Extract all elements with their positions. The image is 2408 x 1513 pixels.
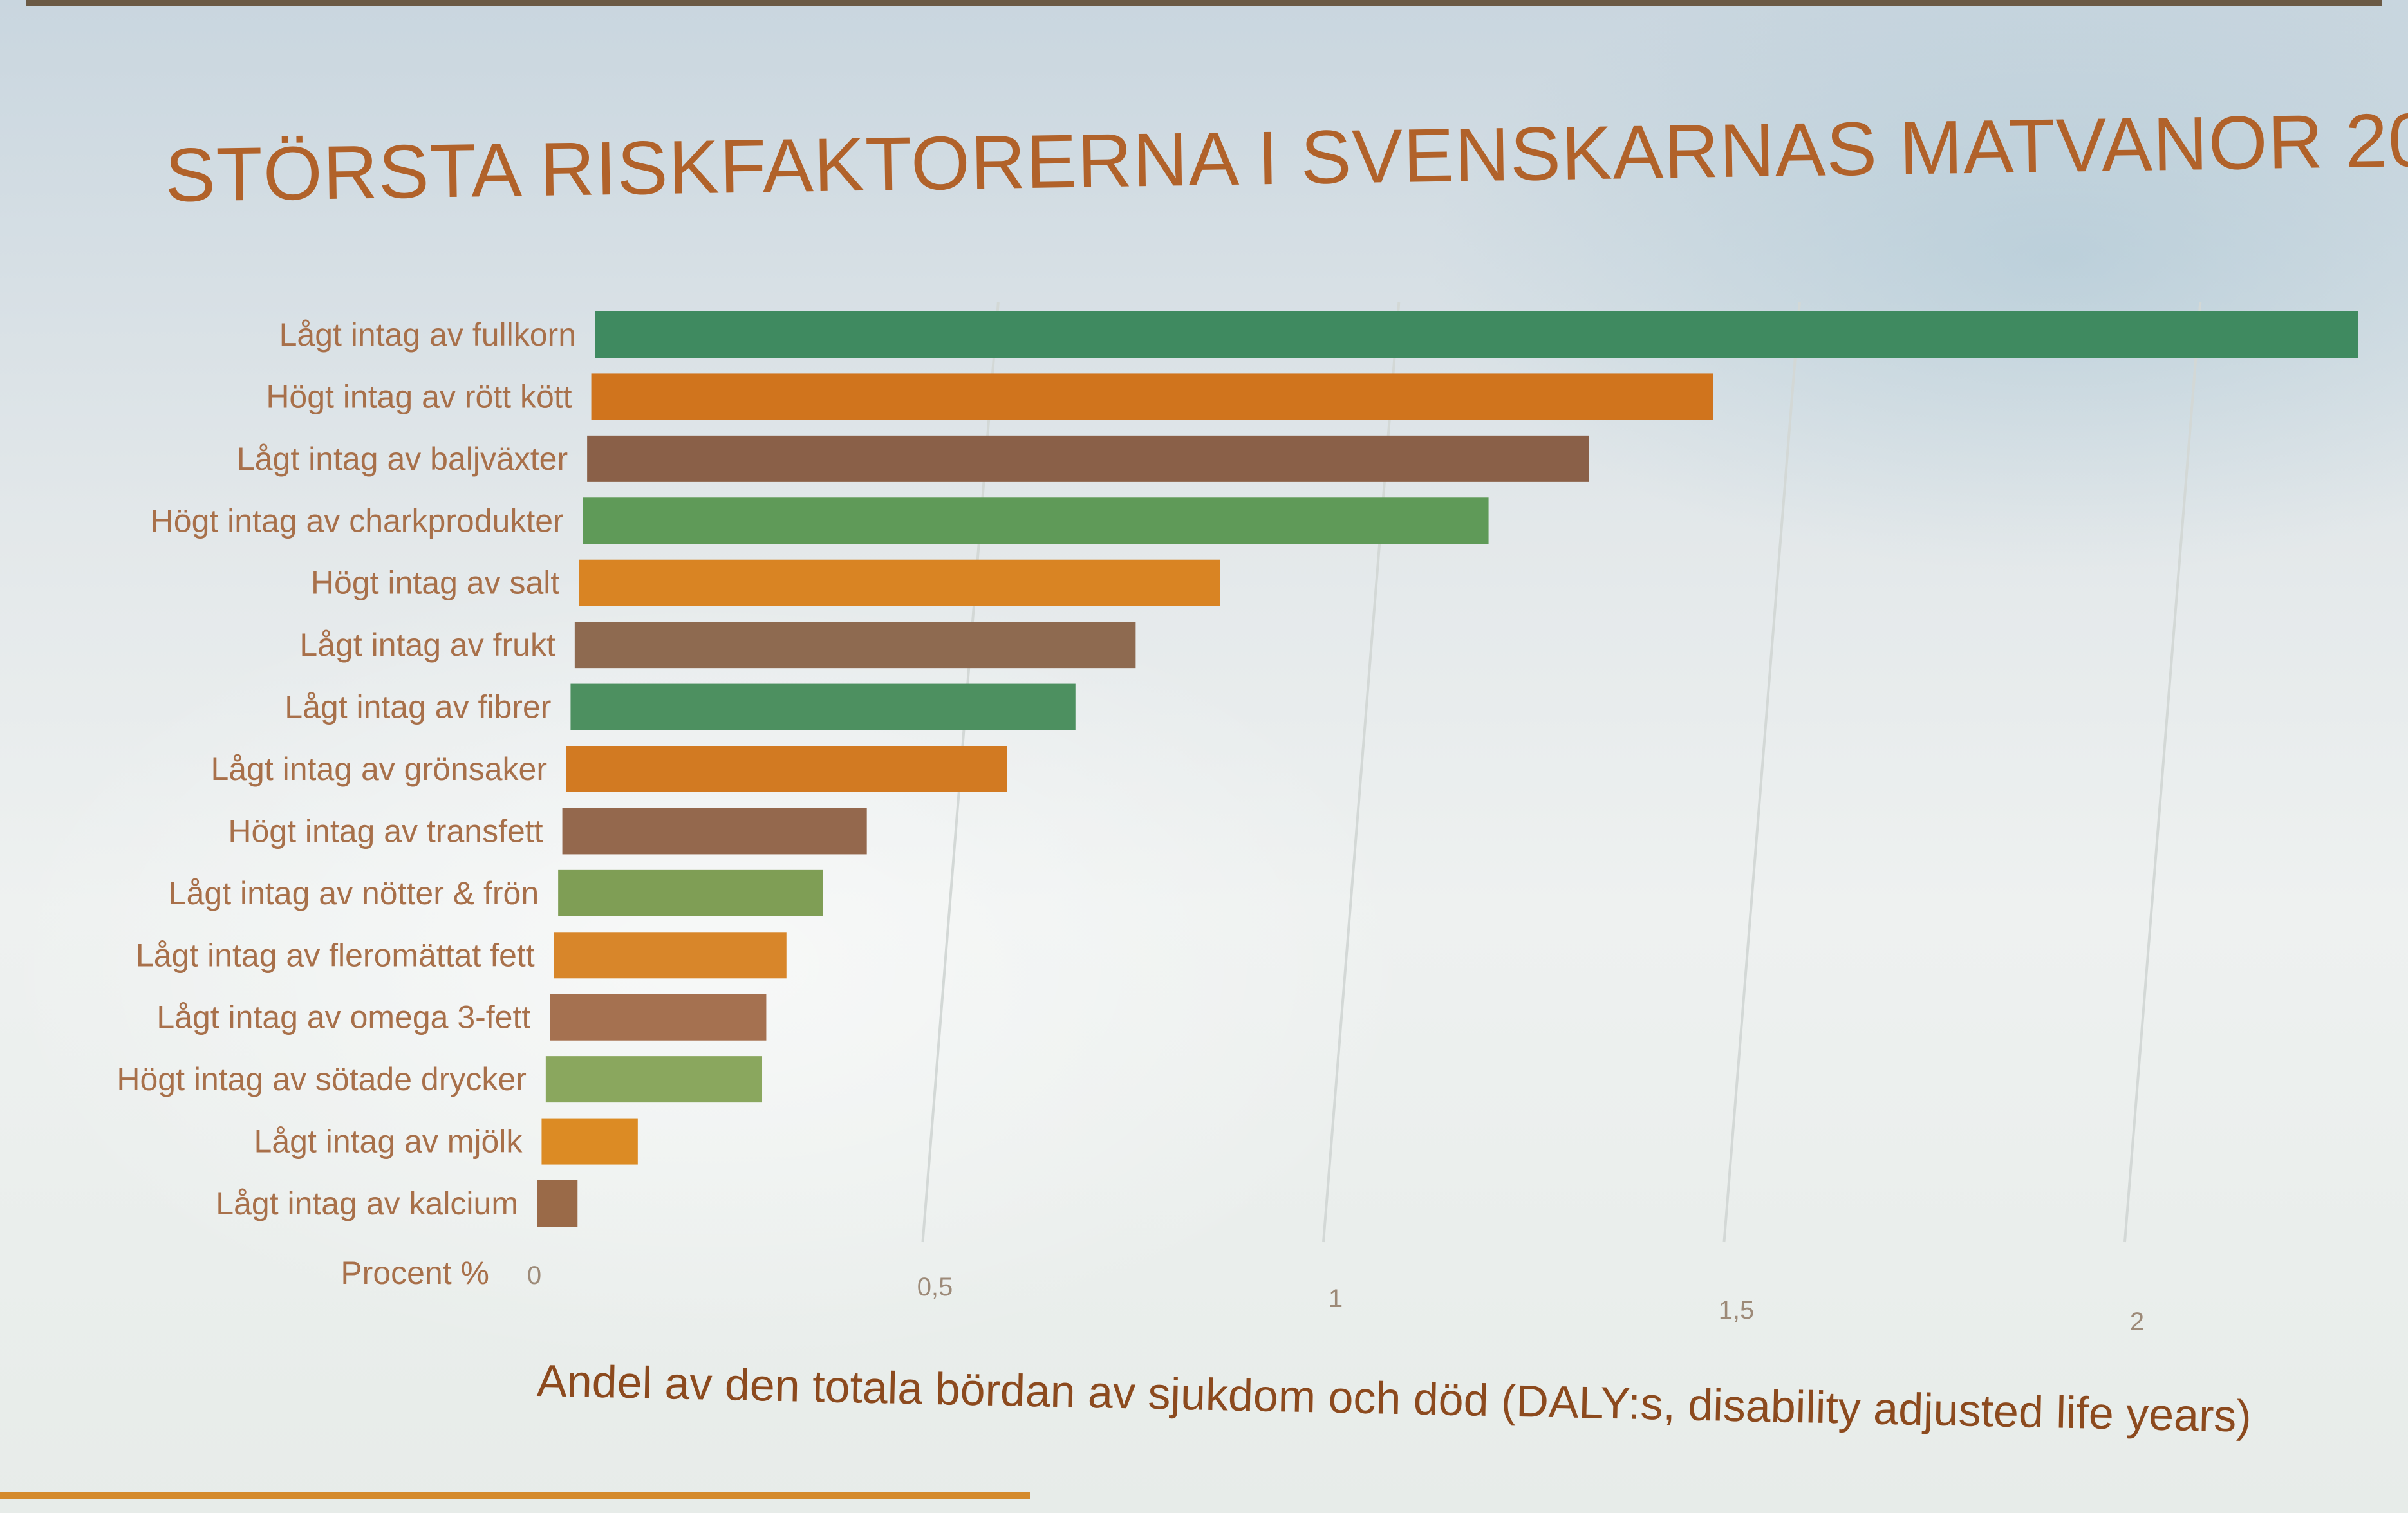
bar (587, 435, 1589, 482)
bar (554, 932, 787, 979)
axis-prefix-label: Procent % (341, 1255, 489, 1291)
category-label: Lågt intag av frukt (299, 627, 555, 663)
bar (562, 808, 867, 855)
bar (537, 1180, 578, 1227)
bar (550, 994, 767, 1041)
bottom-rule (0, 1492, 1030, 1499)
bar (574, 622, 1136, 669)
x-tick-label: 2 (2130, 1308, 2144, 1336)
category-label: Högt intag av charkprodukter (151, 503, 564, 539)
gridline (1722, 302, 1801, 1243)
category-label: Högt intag av rött kött (266, 378, 572, 414)
category-label: Lågt intag av fibrer (285, 689, 551, 725)
top-rule (26, 0, 2382, 6)
category-label: Lågt intag av fullkorn (279, 317, 576, 353)
x-tick-label: 0 (527, 1261, 541, 1290)
bar (595, 311, 2358, 358)
category-label: Högt intag av sötade drycker (117, 1061, 526, 1097)
x-tick-label: 1 (1329, 1285, 1343, 1313)
bar (570, 683, 1076, 730)
category-label: Lågt intag av nötter & frön (169, 875, 539, 911)
x-tick-label: 1,5 (1719, 1296, 1755, 1324)
gridline (2123, 302, 2202, 1243)
category-label: Lågt intag av kalcium (216, 1185, 518, 1221)
bar (583, 497, 1489, 544)
bar (566, 746, 1007, 792)
bar (545, 1056, 763, 1103)
category-label: Lågt intag av grönsaker (210, 751, 547, 787)
category-label: Lågt intag av omega 3-fett (156, 999, 530, 1035)
bar (591, 373, 1713, 420)
category-label: Lågt intag av mjölk (254, 1124, 523, 1160)
category-label: Lågt intag av baljväxter (237, 441, 568, 477)
bar (579, 559, 1220, 606)
category-label: Högt intag av salt (311, 565, 559, 601)
x-tick-label: 0,5 (917, 1273, 953, 1301)
bar (558, 869, 823, 916)
category-label: Lågt intag av fleromättat fett (136, 937, 535, 973)
category-label: Högt intag av transfett (228, 813, 543, 849)
bar (541, 1118, 638, 1165)
